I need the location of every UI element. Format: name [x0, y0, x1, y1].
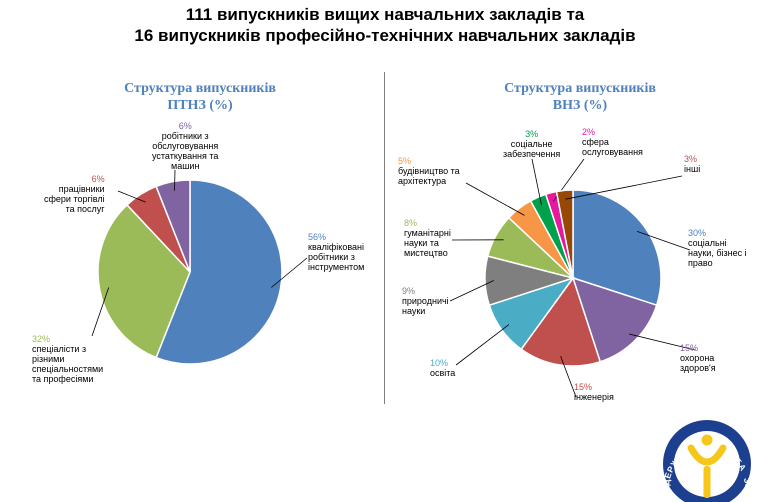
vnz-leader-line-4 [449, 280, 494, 302]
vnz-chart-title: Структура випускників ВНЗ (%) [475, 80, 685, 114]
ptnz-slice-percent-2: 6% [91, 174, 105, 184]
ptnz-slice-name-3-2: устаткування та [152, 151, 219, 161]
ptnz-slice-0 [155, 179, 283, 365]
ptnz-slice-label-3: 6% робітники з обслуговування устаткування … [152, 121, 218, 171]
vnz-slice-label-5: 8% гуманітарні науки та мистецтво [404, 218, 451, 258]
ptnz-chart-title-line2: ПТНЗ (%) [167, 98, 233, 113]
vnz-slice-9 [555, 189, 574, 279]
page-title: 111 випускників вищих навчальних закладі… [0, 4, 770, 46]
vnz-slice-label-7: 3% соціальне забезпечення [503, 129, 560, 159]
vnz-slice-percent-1: 15% [680, 343, 699, 353]
ptnz-leader-line-0 [271, 257, 308, 288]
vnz-slice-name-0-0: соціальні [688, 238, 727, 248]
ptnz-chart-title-line1: Структура випускників [124, 81, 276, 96]
vnz-slice-percent-7: 3% [525, 129, 539, 139]
vnz-slice-percent-9: 3% [684, 154, 698, 164]
ptnz-leader-line-2 [117, 190, 146, 203]
vnz-slice-name-2-0: інженерія [574, 392, 614, 402]
vnz-slice-2 [520, 276, 602, 367]
logo-figure-icon [687, 444, 727, 466]
ptnz-slice-name-1-0: спеціалісти з [32, 344, 87, 354]
ptnz-slice-name-1-2: спеціальностями [32, 364, 104, 374]
ptnz-slice-name-3-3: машин [171, 161, 200, 171]
ptnz-slice-label-2: 6% працівники сфери торгівлі та послуг [44, 174, 105, 214]
vnz-slice-percent-3: 10% [430, 358, 449, 368]
ptnz-slice-name-0-0: кваліфіковані [308, 242, 364, 252]
vnz-slice-label-0: 30% соціальні науки, бізнес і право [688, 228, 747, 268]
vnz-slice-name-5-1: науки та [404, 238, 439, 248]
employment-service-logo: ДЕРЖАВНА СЛУЖБА ЗАЙНЯТОСТІ [655, 418, 753, 502]
page-title-line1: 111 випускників вищих навчальних закладі… [185, 5, 585, 24]
vnz-slice-name-3-0: освіта [430, 368, 456, 378]
ptnz-slice-name-2-1: сфери торгівлі [44, 194, 105, 204]
vnz-leader-line-3 [455, 324, 510, 366]
vnz-slice-label-6: 5% будівництво та архітектура [398, 156, 460, 186]
ptnz-slice-name-0-1: робітники з [308, 252, 355, 262]
vnz-slice-percent-6: 5% [398, 156, 412, 166]
vnz-slice-label-1: 15% охорона здоров'я [680, 343, 716, 373]
vnz-slice-name-4-1: науки [402, 306, 426, 316]
vnz-leader-line-0 [636, 231, 691, 251]
vnz-slice-name-5-2: мистецтво [404, 248, 448, 258]
ptnz-slice-name-2-0: працівники [58, 184, 105, 194]
ptnz-slice-percent-0: 56% [308, 232, 327, 242]
logo-figure-head-icon [701, 434, 713, 446]
vnz-chart-title-line1: Структура випускників [504, 81, 656, 96]
chart-divider [384, 72, 385, 404]
vnz-slice-name-1-1: здоров'я [680, 363, 716, 373]
ptnz-slice-3 [155, 179, 191, 273]
vnz-slice-label-3: 10% освіта [430, 358, 455, 378]
ptnz-slice-name-2-2: та послуг [65, 204, 105, 214]
ptnz-slice-name-3-0: робітники з [161, 131, 209, 141]
vnz-slice-percent-8: 2% [582, 127, 596, 137]
vnz-leader-line-7 [531, 158, 542, 206]
vnz-slice-percent-4: 9% [402, 286, 416, 296]
ptnz-slice-percent-3: 6% [178, 121, 192, 131]
vnz-slice-label-8: 2% сфера ослуговування [582, 127, 643, 157]
ptnz-slice-label-0: 56% кваліфіковані робітники з інструментом [308, 232, 364, 272]
page-title-line2: 16 випускників професійно-технічних навч… [134, 26, 636, 45]
vnz-leader-line-9 [565, 175, 683, 200]
vnz-slice-name-1-0: охорона [680, 353, 715, 363]
vnz-slice-name-7-0: соціальне [510, 139, 553, 149]
ptnz-slice-name-0-2: інструментом [308, 262, 365, 272]
ptnz-slice-label-1: 32% спеціалісти з різними спеціальностями та… [32, 334, 103, 384]
ptnz-slice-percent-1: 32% [32, 334, 51, 344]
vnz-slice-name-8-0: сфера [582, 137, 609, 147]
vnz-slice-name-8-1: ослуговування [582, 147, 643, 157]
vnz-slice-percent-2: 15% [574, 382, 593, 392]
ptnz-slice-name-1-1: різними [32, 354, 65, 364]
vnz-slice-name-6-1: архітектура [398, 176, 447, 186]
vnz-slice-name-6-0: будівництво та [398, 166, 460, 176]
vnz-slice-0 [572, 189, 662, 307]
vnz-slice-label-2: 15% інженерія [574, 382, 614, 402]
vnz-slice-label-9: 3% інші [684, 154, 700, 174]
vnz-slice-label-4: 9% природничі науки [402, 286, 449, 316]
ptnz-slice-name-1-3: та професіями [32, 374, 94, 384]
vnz-slice-name-7-1: забезпечення [503, 149, 561, 159]
ptnz-leader-line-3 [174, 169, 176, 191]
ptnz-chart-title: Структура випускників ПТНЗ (%) [95, 80, 305, 114]
vnz-slice-percent-0: 30% [688, 228, 707, 238]
vnz-slice-name-0-2: право [688, 258, 713, 268]
logo-figure-body-icon [703, 466, 711, 498]
ptnz-slice-1 [97, 203, 191, 359]
ptnz-leader-line-1 [91, 287, 110, 337]
vnz-slice-name-4-0: природничі [402, 296, 449, 306]
vnz-leader-line-6 [465, 182, 525, 216]
vnz-chart-title-line2: ВНЗ (%) [552, 98, 608, 113]
ptnz-slice-name-3-1: обслуговування [152, 141, 219, 151]
vnz-slice-percent-5: 8% [404, 218, 418, 228]
vnz-leader-line-2 [560, 356, 577, 398]
vnz-leader-line-1 [628, 333, 696, 351]
vnz-slice-name-0-1: науки, бізнес і [688, 248, 747, 258]
vnz-slice-name-5-0: гуманітарні [404, 228, 451, 238]
vnz-slice-name-9-0: інші [684, 164, 701, 174]
